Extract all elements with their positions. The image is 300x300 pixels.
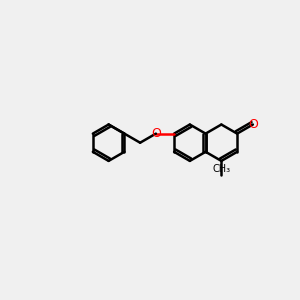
Text: O: O xyxy=(248,118,258,131)
Text: CH₃: CH₃ xyxy=(212,164,230,174)
Text: O: O xyxy=(151,127,161,140)
